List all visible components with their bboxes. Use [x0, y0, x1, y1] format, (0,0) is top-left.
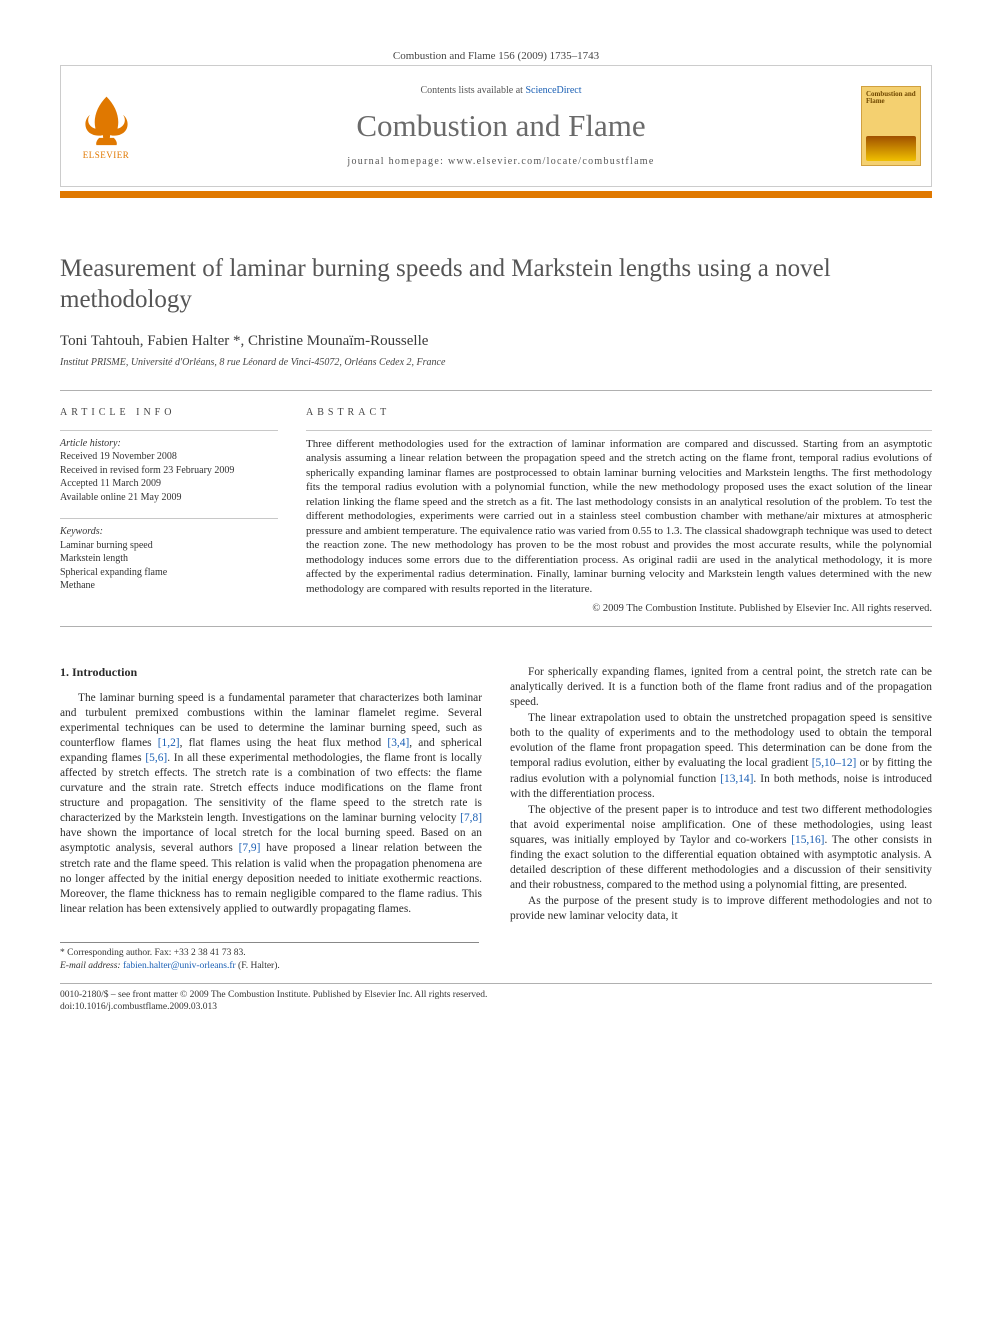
doi-line: doi:10.1016/j.combustflame.2009.03.013: [60, 1001, 932, 1014]
info-abstract-section: ARTICLE INFO Article history: Received 1…: [60, 390, 932, 615]
email-suffix: (F. Halter).: [236, 961, 280, 971]
abstract-copyright: © 2009 The Combustion Institute. Publish…: [306, 603, 932, 614]
citation-link[interactable]: [5,6]: [145, 752, 167, 764]
citation-link[interactable]: [7,8]: [460, 812, 482, 824]
keyword: Markstein length: [60, 552, 278, 566]
journal-header: ELSEVIER Contents lists available at Sci…: [60, 65, 932, 187]
abstract-text: Three different methodologies used for t…: [306, 437, 932, 597]
cover-flame-icon: [866, 136, 916, 161]
email-line: E-mail address: fabien.halter@univ-orlea…: [60, 960, 479, 973]
body-paragraph: As the purpose of the present study is t…: [510, 894, 932, 924]
contents-list-line: Contents lists available at ScienceDirec…: [151, 85, 851, 96]
contents-prefix: Contents lists available at: [420, 85, 525, 96]
journal-homepage: journal homepage: www.elsevier.com/locat…: [151, 156, 851, 167]
corresponding-author: * Corresponding author. Fax: +33 2 38 41…: [60, 947, 479, 960]
article-history-block: Article history: Received 19 November 20…: [60, 437, 278, 505]
online-date: Available online 21 May 2009: [60, 491, 278, 505]
body-paragraph: The linear extrapolation used to obtain …: [510, 711, 932, 801]
abstract-column: ABSTRACT Three different methodologies u…: [306, 407, 932, 615]
history-label: Article history:: [60, 437, 278, 451]
keyword: Methane: [60, 579, 278, 593]
corresponding-author-footnote: * Corresponding author. Fax: +33 2 38 41…: [60, 942, 479, 973]
keywords-label: Keywords:: [60, 525, 278, 539]
keyword: Spherical expanding flame: [60, 566, 278, 580]
keyword: Laminar burning speed: [60, 539, 278, 553]
cover-title: Combustion and Flame: [866, 91, 916, 105]
page-footer: 0010-2180/$ – see front matter © 2009 Th…: [60, 983, 932, 1015]
section-divider: [60, 626, 932, 627]
publisher-logo[interactable]: ELSEVIER: [61, 66, 151, 186]
received-date: Received 19 November 2008: [60, 450, 278, 464]
keywords-block: Keywords: Laminar burning speed Markstei…: [60, 525, 278, 593]
abstract-divider: [306, 430, 932, 431]
body-paragraph: The laminar burning speed is a fundament…: [60, 691, 482, 917]
homepage-prefix: journal homepage:: [347, 156, 448, 167]
citation-link[interactable]: [13,14]: [720, 773, 753, 785]
citation-link[interactable]: [15,16]: [791, 834, 824, 846]
journal-name: Combustion and Flame: [151, 108, 851, 144]
body-text: 1. Introduction The laminar burning spee…: [60, 665, 932, 924]
info-divider: [60, 518, 278, 519]
article-page: Combustion and Flame 156 (2009) 1735–174…: [0, 0, 992, 1054]
citation-link[interactable]: [7,9]: [239, 842, 261, 854]
running-head: Combustion and Flame 156 (2009) 1735–174…: [60, 50, 932, 62]
section-heading-intro: 1. Introduction: [60, 665, 482, 681]
header-accent-bar: [60, 191, 932, 198]
text-run: , flat flames using the heat flux method: [180, 737, 388, 749]
body-paragraph: The objective of the present paper is to…: [510, 803, 932, 893]
author-email-link[interactable]: fabien.halter@univ-orleans.fr: [123, 961, 236, 971]
article-info-column: ARTICLE INFO Article history: Received 1…: [60, 407, 278, 615]
elsevier-tree-icon: [79, 92, 134, 147]
author-list: Toni Tahtouh, Fabien Halter *, Christine…: [60, 333, 932, 350]
sciencedirect-link[interactable]: ScienceDirect: [525, 85, 581, 96]
article-info-heading: ARTICLE INFO: [60, 407, 278, 418]
abstract-heading: ABSTRACT: [306, 407, 932, 418]
cover-thumbnail: Combustion and Flame: [861, 86, 921, 166]
revised-date: Received in revised form 23 February 200…: [60, 464, 278, 478]
body-paragraph: For spherically expanding flames, ignite…: [510, 665, 932, 710]
header-center: Contents lists available at ScienceDirec…: [151, 66, 851, 186]
article-title: Measurement of laminar burning speeds an…: [60, 253, 932, 316]
front-matter-line: 0010-2180/$ – see front matter © 2009 Th…: [60, 989, 932, 1002]
journal-cover[interactable]: Combustion and Flame: [851, 66, 931, 186]
citation-link[interactable]: [3,4]: [387, 737, 409, 749]
email-label: E-mail address:: [60, 961, 123, 971]
homepage-url[interactable]: www.elsevier.com/locate/combustflame: [448, 156, 655, 167]
info-divider: [60, 430, 278, 431]
citation-link[interactable]: [1,2]: [158, 737, 180, 749]
accepted-date: Accepted 11 March 2009: [60, 477, 278, 491]
affiliation: Institut PRISME, Université d'Orléans, 8…: [60, 357, 932, 368]
publisher-name: ELSEVIER: [83, 150, 130, 160]
citation-link[interactable]: [5,10–12]: [812, 757, 857, 769]
